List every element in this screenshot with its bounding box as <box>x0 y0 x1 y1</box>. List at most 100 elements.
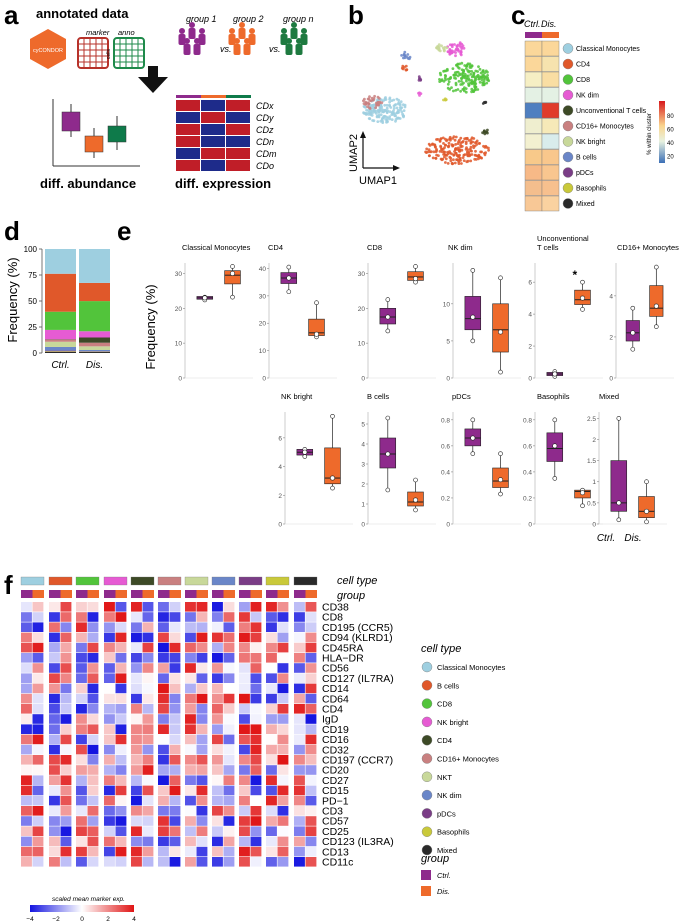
box-y-tick-label: 5 <box>361 422 365 429</box>
box-point <box>230 264 235 269</box>
panel-b: UMAP1 UMAP2 <box>348 41 491 187</box>
marker-label: CD20 <box>322 765 349 777</box>
f-heat-cell <box>277 663 289 673</box>
cd-row-label: CDm <box>256 149 277 159</box>
f-heat-cell <box>239 775 250 785</box>
umap-point <box>484 151 487 155</box>
f-heat-cell <box>212 765 223 775</box>
panel-label-b: b <box>348 0 364 30</box>
f-heat-cell <box>277 795 289 806</box>
heat-cell <box>176 100 200 111</box>
umap-point <box>383 115 387 118</box>
f-heat-cell <box>277 642 289 653</box>
f-heat-cell <box>250 795 262 806</box>
f-heat-cell <box>49 755 60 765</box>
f-heat-cell <box>142 724 154 734</box>
box-y-tick-label: 4 <box>609 293 613 300</box>
f-heat-cell <box>158 724 169 734</box>
umap-point <box>481 70 485 73</box>
person-icon <box>234 38 240 44</box>
box-y-tick-label: 4 <box>528 312 532 319</box>
umap-point <box>466 62 470 66</box>
f-heat-cell <box>185 785 196 796</box>
f-heat-cell <box>294 846 305 857</box>
f-heat-cell <box>250 632 262 643</box>
f-heat-cell <box>115 857 127 867</box>
f-heat-cell <box>185 836 196 847</box>
f-heat-cell <box>239 857 250 867</box>
box-mean <box>314 331 320 337</box>
umap-point <box>463 137 466 141</box>
f-heat-cell <box>277 765 289 775</box>
f-heat-cell <box>169 816 181 826</box>
box-plot-title: pDCs <box>452 392 471 401</box>
f-heat-cell <box>49 602 60 612</box>
diff-expression-label: diff. expression <box>175 176 271 191</box>
f-heat-cell <box>212 724 223 734</box>
umap-point <box>444 153 448 157</box>
f-heat-cell <box>131 765 142 775</box>
umap-point <box>376 120 380 123</box>
f-heat-cell <box>277 857 289 867</box>
f-heat-cell <box>76 744 87 755</box>
box-y-tick-label: 0.6 <box>523 443 532 450</box>
c-cell-dis <box>541 149 560 165</box>
heat-cell <box>176 160 200 171</box>
panel-a: annotated data cyCONDOR marker anno cell… <box>30 6 314 191</box>
f-heat-cell <box>60 806 72 816</box>
f-heat-cell <box>115 714 127 724</box>
umap-point <box>481 102 485 105</box>
umap-point <box>451 144 455 148</box>
f-group-bar-ctrl <box>212 590 224 598</box>
umap-point <box>452 153 456 157</box>
box-point <box>314 300 319 306</box>
f-heat-cell <box>212 806 223 816</box>
f-heat-cell <box>104 795 115 806</box>
down-arrow-icon <box>138 66 168 93</box>
f-heat-cell <box>32 836 44 847</box>
f-heat-cell <box>196 622 208 632</box>
f-heat-cell <box>294 755 305 765</box>
umap-point <box>480 78 484 82</box>
box-plot-title: NK bright <box>281 392 313 401</box>
c-cell-ctrl <box>524 87 543 103</box>
legend-celltype-label: CD4 <box>437 736 452 745</box>
f-heat-cell <box>131 857 142 867</box>
umap-point <box>460 148 464 152</box>
f-heat-cell <box>185 653 196 663</box>
box-y-tick-label: 30 <box>175 271 183 278</box>
box-y-tick-label: 40 <box>259 266 267 273</box>
d-bar-segment <box>79 346 110 350</box>
f-heat-cell <box>115 683 127 694</box>
umap-point <box>383 103 387 107</box>
f-heat-cell <box>250 642 262 653</box>
f-heat-cell <box>21 714 32 724</box>
f-heat-cell <box>49 816 60 826</box>
legend-celltype-dot <box>421 789 433 801</box>
f-heat-cell <box>305 653 317 663</box>
f-heat-cell <box>158 775 169 785</box>
f-heat-cell <box>169 755 181 765</box>
c-cell-dis <box>541 118 560 134</box>
box-y-tick-label: 1 <box>361 502 365 509</box>
f-heat-cell <box>239 683 250 694</box>
c-row-label: CD8 <box>576 77 590 84</box>
f-heat-cell <box>212 826 223 836</box>
legend-celltype-dot <box>421 680 433 691</box>
c-cell-ctrl <box>524 133 543 150</box>
umap-point <box>430 143 434 146</box>
umap-point <box>441 46 445 50</box>
umap-point <box>453 43 456 46</box>
umap-point <box>470 87 474 91</box>
f-heat-cell <box>21 704 32 714</box>
f-heat-cell <box>239 816 250 826</box>
umap-point <box>474 85 477 88</box>
f-scale-tick: −4 <box>26 916 34 923</box>
legend-celltype-label: Classical Monocytes <box>437 663 506 672</box>
f-heat-cell <box>142 785 154 796</box>
f-heat-cell <box>266 632 277 643</box>
box-plot-title: Classical Monocytes <box>182 243 251 252</box>
c-scale-title: % within cluster <box>647 113 653 155</box>
umap-point <box>374 106 377 110</box>
f-heat-cell <box>131 673 142 683</box>
